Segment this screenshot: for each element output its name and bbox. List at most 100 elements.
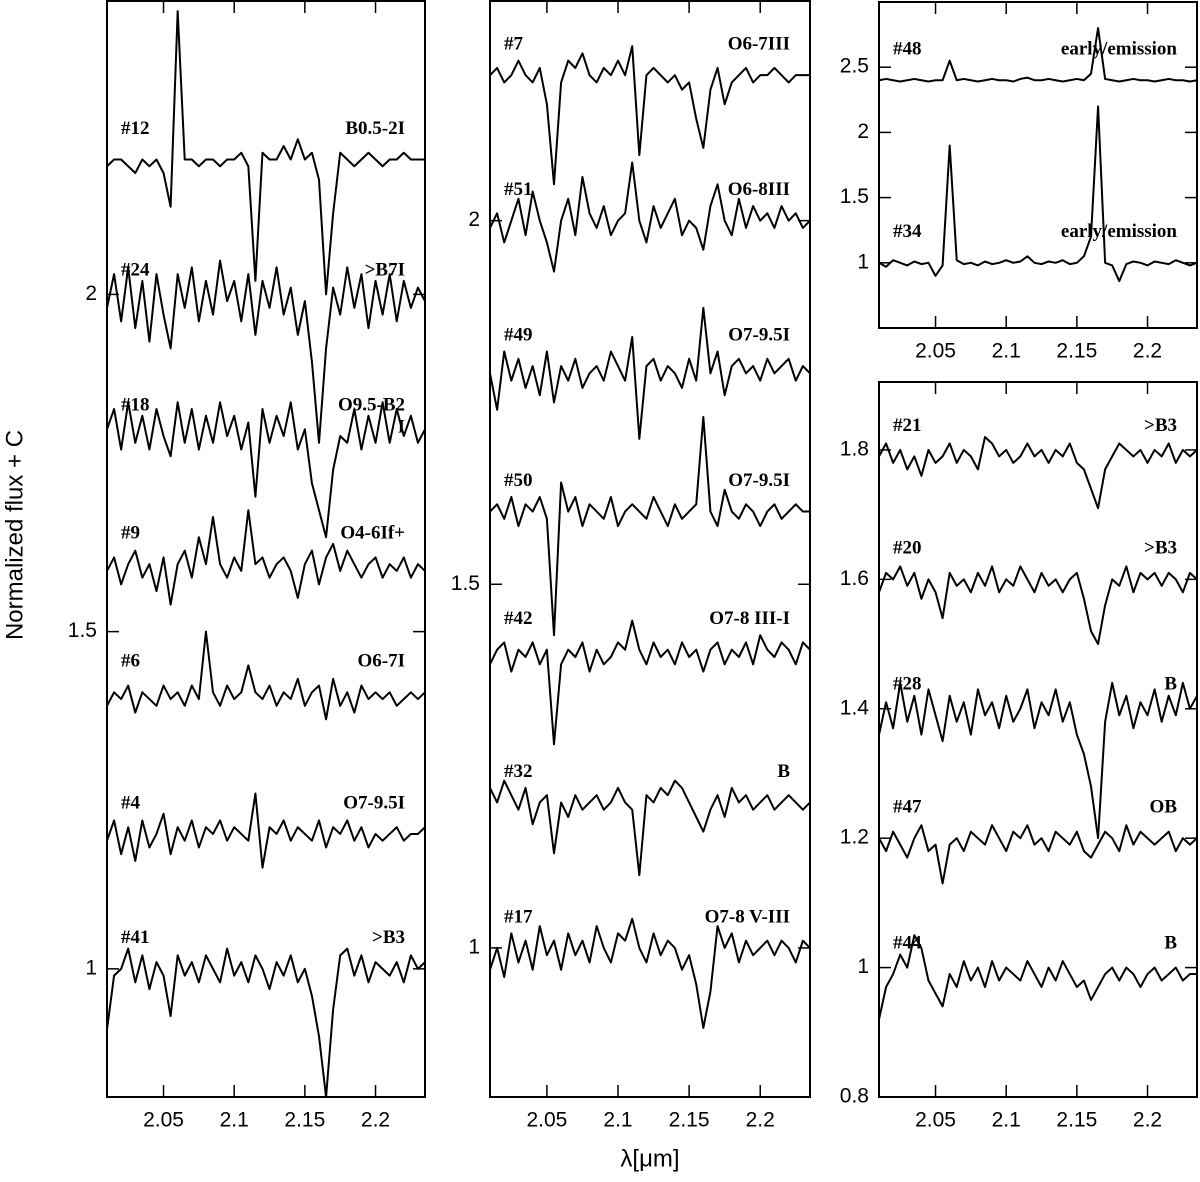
spectrum	[489, 161, 811, 273]
spectrum-name: #28	[893, 674, 922, 695]
spectrum	[878, 934, 1197, 1020]
spectrum	[878, 824, 1198, 885]
plot-frame	[489, 0, 811, 1098]
spectrum-name: #44	[893, 932, 922, 953]
spectrum-name: #24	[121, 259, 150, 280]
spectrum	[489, 416, 810, 637]
x-tick-label: 2.1	[992, 340, 1021, 363]
spectrum	[878, 565, 1198, 646]
y-tick-label: 1	[468, 935, 480, 958]
spectrum	[878, 105, 1198, 283]
spectrum-name: #42	[504, 608, 533, 629]
y-tick-label: 1.6	[840, 567, 869, 590]
spectrum-name: #12	[121, 118, 150, 139]
x-tick-label: 2.05	[526, 1109, 567, 1132]
spectral-type: O6-8III	[728, 179, 790, 200]
y-tick-label: 1.5	[451, 572, 480, 595]
spectral-type: early/emission	[1061, 221, 1178, 242]
spectral-type: O7-8 III-I	[709, 608, 790, 629]
spectrum-name: #9	[121, 523, 140, 544]
spectrum	[489, 779, 811, 877]
x-tick-label: 2.1	[220, 1109, 249, 1132]
spectrum-name: #18	[121, 394, 150, 415]
x-tick-label: 2.1	[992, 1109, 1021, 1132]
y-tick-label: 2.5	[840, 55, 869, 78]
spectrum-name: #47	[893, 797, 922, 818]
plot-frame	[878, 1, 1198, 329]
spectral-type: B	[1164, 932, 1177, 953]
spectral-type: O7-8 V-III	[705, 906, 790, 927]
spectral-type: B	[1164, 674, 1177, 695]
spectrum-name: #4	[121, 792, 141, 813]
y-tick-label: 1.5	[840, 185, 869, 208]
spectral-type: >B3	[1144, 538, 1177, 559]
spectrum	[106, 401, 426, 539]
spectrum-name: #32	[504, 761, 533, 782]
spectrum	[106, 509, 426, 606]
x-tick-label: 2.05	[143, 1109, 184, 1132]
spectrum	[106, 10, 425, 296]
spectral-type: B	[777, 761, 790, 782]
x-tick-label: 2.2	[1133, 340, 1162, 363]
spectrum-name: #6	[121, 651, 140, 672]
spectrum-name: #41	[121, 927, 150, 948]
spectral-type: OB	[1150, 797, 1178, 818]
spectral-type: B0.5-2I	[345, 118, 405, 139]
y-tick-label: 1.4	[840, 696, 870, 719]
plot-frame	[878, 381, 1198, 1098]
spectrum-name: #34	[893, 221, 922, 242]
spectral-type: early/emission	[1061, 39, 1178, 60]
x-axis-label: λ[μm]	[620, 1145, 679, 1172]
spectrum	[489, 306, 811, 440]
spectral-type: O9.5-B2	[338, 394, 405, 415]
spectrum	[489, 917, 811, 1029]
x-tick-label: 2.15	[669, 1109, 710, 1132]
spectrum-name: #49	[504, 324, 533, 345]
x-tick-label: 2.15	[1056, 340, 1097, 363]
spectral-type: >B3	[1144, 415, 1177, 436]
spectrum-name: #51	[504, 179, 533, 200]
plot-frame	[106, 0, 426, 1098]
y-tick-label: 1	[85, 956, 97, 979]
x-tick-label: 2.15	[284, 1109, 325, 1132]
spectrum-name: #48	[893, 39, 922, 60]
spectrum-name: #20	[893, 538, 922, 559]
spectrum	[878, 681, 1198, 840]
spectrum	[489, 619, 811, 746]
spectrum	[106, 259, 426, 444]
spectrum	[106, 792, 426, 869]
spectrum	[489, 45, 810, 186]
y-tick-label: 2	[85, 282, 97, 305]
y-tick-label: 1	[857, 955, 869, 978]
spectral-type: >B3	[372, 927, 405, 948]
x-tick-label: 2.2	[746, 1109, 775, 1132]
spectral-type: O7-9.5I	[343, 792, 405, 813]
x-tick-label: 2.05	[915, 1109, 956, 1132]
spectrum	[106, 947, 426, 1098]
x-tick-label: 2.2	[1133, 1109, 1162, 1132]
spectral-type: O4-6If+	[340, 523, 405, 544]
y-tick-label: 1.8	[840, 437, 869, 460]
x-tick-label: 2.05	[915, 340, 956, 363]
x-tick-label: 2.1	[603, 1109, 632, 1132]
spectral-type: I	[398, 416, 405, 437]
spectral-type: O6-7III	[728, 34, 790, 55]
y-axis-label: Normalized flux + C	[1, 430, 28, 640]
spectral-type: O6-7I	[358, 651, 406, 672]
y-tick-label: 1.5	[68, 619, 97, 642]
spectrum-name: #17	[504, 906, 533, 927]
x-tick-label: 2.2	[361, 1109, 390, 1132]
y-tick-label: 1.2	[840, 826, 869, 849]
spectrum	[106, 630, 426, 721]
y-tick-label: 1	[857, 250, 869, 273]
x-tick-label: 2.15	[1056, 1109, 1097, 1132]
spectrum	[878, 436, 1198, 510]
spectrum	[878, 27, 1198, 83]
spectrum-name: #21	[893, 415, 922, 436]
spectrum-name: #7	[504, 34, 524, 55]
spectral-type: O7-9.5I	[728, 324, 790, 345]
y-tick-label: 0.8	[840, 1085, 869, 1108]
spectral-type: O7-9.5I	[728, 470, 790, 491]
spectral-type: >B7I	[365, 259, 405, 280]
